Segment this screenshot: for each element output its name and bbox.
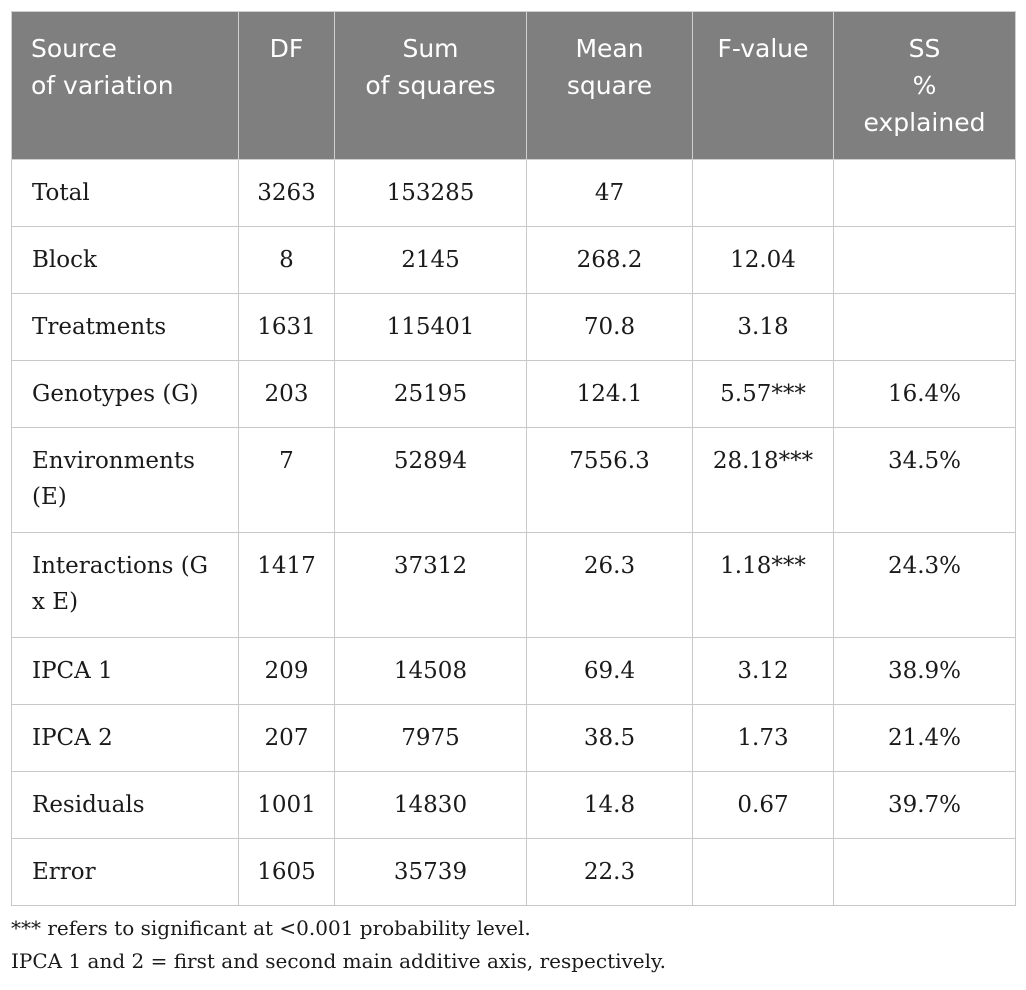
cell-f-value: 1.73	[692, 704, 834, 772]
cell-sum-of-squares: 35739	[334, 838, 527, 906]
cell-f-value: 1.18***	[692, 532, 834, 638]
cell-ss-explained: 39.7%	[833, 771, 1016, 839]
cell-source: IPCA 2	[11, 704, 239, 772]
cell-f-value: 3.18	[692, 293, 834, 361]
cell-df: 8	[238, 226, 335, 294]
header-sum-of-squares: Sum of squares	[334, 11, 527, 160]
cell-df: 203	[238, 360, 335, 428]
cell-ss-explained	[833, 226, 1016, 294]
cell-f-value: 3.12	[692, 637, 834, 705]
cell-df: 207	[238, 704, 335, 772]
cell-source: Residuals	[11, 771, 239, 839]
cell-sum-of-squares: 52894	[334, 427, 527, 533]
cell-mean-square: 22.3	[526, 838, 693, 906]
cell-df: 7	[238, 427, 335, 533]
cell-f-value: 0.67	[692, 771, 834, 839]
header-f-value: F-value	[692, 11, 834, 160]
table-row: Total 3263 153285 47	[11, 159, 1016, 227]
cell-sum-of-squares: 7975	[334, 704, 527, 772]
table-row: Interactions (G x E) 1417 37312 26.3 1.1…	[11, 532, 1016, 638]
cell-ss-explained: 24.3%	[833, 532, 1016, 638]
cell-mean-square: 47	[526, 159, 693, 227]
cell-sum-of-squares: 2145	[334, 226, 527, 294]
cell-mean-square: 70.8	[526, 293, 693, 361]
header-source-line2: of variation	[31, 71, 174, 100]
table-row: Environments (E) 7 52894 7556.3 28.18***…	[11, 427, 1016, 533]
cell-df: 1605	[238, 838, 335, 906]
cell-source: Treatments	[11, 293, 239, 361]
cell-sum-of-squares: 115401	[334, 293, 527, 361]
cell-sum-of-squares: 37312	[334, 532, 527, 638]
cell-source: Block	[11, 226, 239, 294]
footnote-ipca: IPCA 1 and 2 = first and second main add…	[11, 949, 667, 973]
cell-df: 209	[238, 637, 335, 705]
cell-ss-explained	[833, 838, 1016, 906]
header-source: Source of variation	[11, 11, 239, 160]
header-mean-square: Mean square	[526, 11, 693, 160]
header-f-line1: F-value	[717, 34, 809, 63]
cell-ss-explained: 16.4%	[833, 360, 1016, 428]
table-row: IPCA 1 209 14508 69.4 3.12 38.9%	[11, 637, 1016, 705]
header-source-line1: Source	[31, 34, 117, 63]
cell-source: Interactions (G x E)	[11, 532, 239, 638]
table-row: Residuals 1001 14830 14.8 0.67 39.7%	[11, 771, 1016, 839]
header-ss-line2: of squares	[365, 71, 496, 100]
header-row: Source of variation DF Sum of squares Me…	[11, 11, 1016, 160]
cell-sum-of-squares: 153285	[334, 159, 527, 227]
cell-sum-of-squares: 25195	[334, 360, 527, 428]
cell-mean-square: 69.4	[526, 637, 693, 705]
cell-f-value	[692, 159, 834, 227]
header-ms-line2: square	[566, 71, 653, 100]
header-ss-explained: SS % explained	[833, 11, 1016, 160]
cell-df: 1631	[238, 293, 335, 361]
cell-ss-explained: 38.9%	[833, 637, 1016, 705]
table-row: Error 1605 35739 22.3	[11, 838, 1016, 906]
header-ss-line1: Sum	[402, 34, 459, 63]
cell-sum-of-squares: 14508	[334, 637, 527, 705]
cell-ss-explained	[833, 159, 1016, 227]
cell-f-value: 28.18***	[692, 427, 834, 533]
cell-ss-explained: 21.4%	[833, 704, 1016, 772]
header-pct-line1: SS	[908, 34, 941, 63]
cell-df: 3263	[238, 159, 335, 227]
table-row: Treatments 1631 115401 70.8 3.18	[11, 293, 1016, 361]
anova-table-container: Source of variation DF Sum of squares Me…	[11, 11, 1016, 906]
cell-source: Genotypes (G)	[11, 360, 239, 428]
header-pct-line3: explained	[863, 108, 986, 137]
header-ms-line1: Mean	[575, 34, 644, 63]
cell-f-value	[692, 838, 834, 906]
cell-mean-square: 38.5	[526, 704, 693, 772]
cell-mean-square: 124.1	[526, 360, 693, 428]
table-row: Genotypes (G) 203 25195 124.1 5.57*** 16…	[11, 360, 1016, 428]
cell-mean-square: 7556.3	[526, 427, 693, 533]
cell-mean-square: 26.3	[526, 532, 693, 638]
table-row: Block 8 2145 268.2 12.04	[11, 226, 1016, 294]
cell-ss-explained	[833, 293, 1016, 361]
header-df: DF	[238, 11, 335, 160]
cell-mean-square: 14.8	[526, 771, 693, 839]
footnote-significance: *** refers to significant at <0.001 prob…	[11, 916, 531, 940]
cell-ss-explained: 34.5%	[833, 427, 1016, 533]
cell-source: IPCA 1	[11, 637, 239, 705]
cell-source: Environments (E)	[11, 427, 239, 533]
anova-table: Source of variation DF Sum of squares Me…	[11, 11, 1016, 906]
cell-sum-of-squares: 14830	[334, 771, 527, 839]
header-df-line1: DF	[269, 34, 304, 63]
cell-f-value: 5.57***	[692, 360, 834, 428]
cell-df: 1001	[238, 771, 335, 839]
cell-mean-square: 268.2	[526, 226, 693, 294]
cell-df: 1417	[238, 532, 335, 638]
table-row: IPCA 2 207 7975 38.5 1.73 21.4%	[11, 704, 1016, 772]
header-pct-line2: %	[912, 71, 937, 100]
table-footnotes: *** refers to significant at <0.001 prob…	[11, 912, 1015, 978]
cell-source: Error	[11, 838, 239, 906]
cell-f-value: 12.04	[692, 226, 834, 294]
cell-source: Total	[11, 159, 239, 227]
